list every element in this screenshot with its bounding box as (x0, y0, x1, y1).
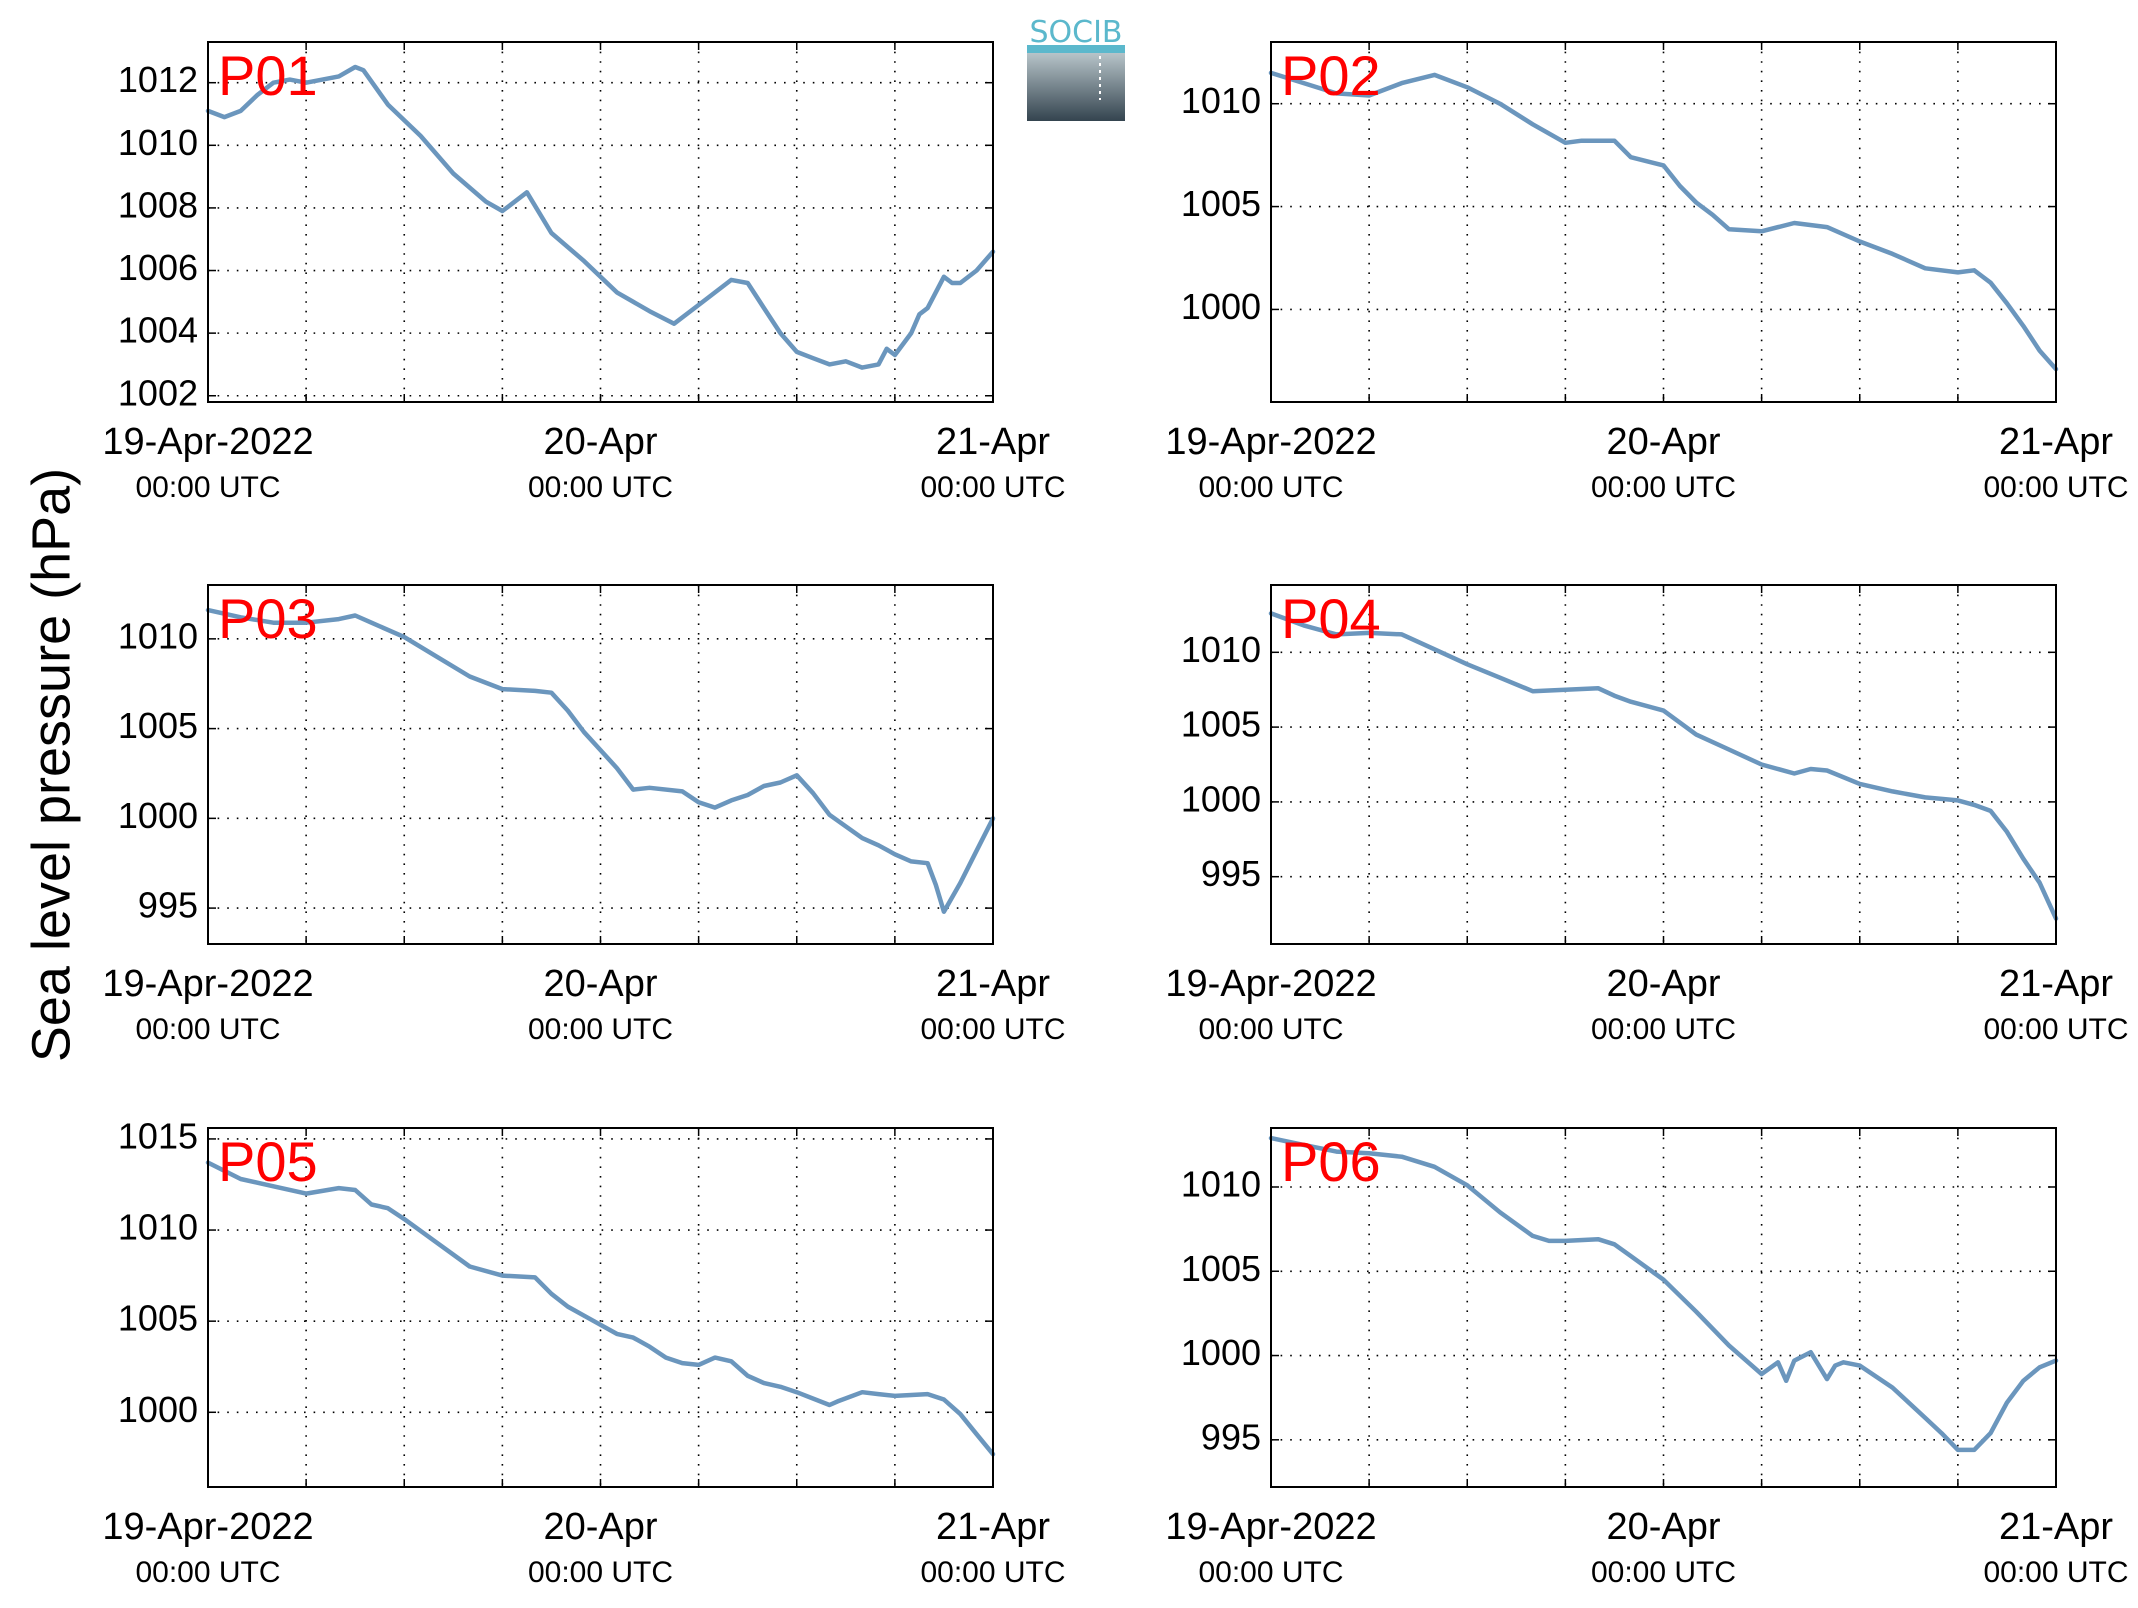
panel-label: P02 (1281, 44, 1381, 107)
x-tick-sublabel: 00:00 UTC (135, 1013, 280, 1046)
y-tick-label: 995 (1201, 1416, 1261, 1457)
panel-label: P03 (218, 587, 318, 650)
y-tick-label: 1010 (1181, 80, 1261, 121)
y-tick-label: 1000 (1181, 286, 1261, 327)
x-tick-sublabel: 00:00 UTC (528, 1013, 673, 1046)
x-tick-label: 20-Apr (1606, 421, 1720, 463)
y-tick-label: 1000 (1181, 778, 1261, 819)
panel-p06: 995 1000 1005 1010 19-Apr-2022 00:00 UTC 20-Ap… (1165, 1127, 2129, 1589)
y-tick-label: 1010 (118, 615, 198, 656)
y-tick-label: 1015 (118, 1115, 198, 1156)
x-tick-label: 19-Apr-2022 (102, 421, 313, 463)
y-tick-label: 995 (138, 885, 198, 926)
x-tick-sublabel: 00:00 UTC (528, 471, 673, 504)
x-tick-sublabel: 00:00 UTC (135, 1556, 280, 1589)
x-tick-label: 21-Apr (1999, 421, 2113, 463)
axes-frame (1270, 1127, 2057, 1488)
series-line-p05 (205, 1160, 996, 1457)
panel-p03: 995 1000 1005 1010 19-Apr-2022 00:00 UTC 20-Ap… (102, 584, 1066, 1046)
panel-p05: 1000 1005 1010 1015 19-Apr-2022 00:00 UTC 20-A… (102, 1115, 1065, 1589)
panel-p02: 1000 1005 1010 19-Apr-2022 00:00 UTC 20-Apr 00… (1165, 41, 2129, 504)
x-tick-label: 21-Apr (1999, 1506, 2113, 1548)
y-tick-label: 1005 (1181, 183, 1261, 224)
series-line-p04 (1268, 611, 2059, 921)
x-tick-label: 20-Apr (1606, 963, 1720, 1005)
x-tick-sublabel: 00:00 UTC (528, 1556, 673, 1589)
x-tick-label: 20-Apr (543, 963, 657, 1005)
x-tick-label: 19-Apr-2022 (102, 963, 313, 1005)
x-tick-sublabel: 00:00 UTC (135, 471, 280, 504)
y-axis-label: Sea level pressure (hPa) (21, 468, 81, 1062)
x-tick-label: 20-Apr (1606, 1506, 1720, 1548)
x-tick-sublabel: 00:00 UTC (1591, 1013, 1736, 1046)
x-tick-label: 19-Apr-2022 (1165, 963, 1376, 1005)
x-tick-sublabel: 00:00 UTC (1591, 471, 1736, 504)
y-tick-label: 1000 (118, 795, 198, 836)
logo-gradient-block (1027, 53, 1125, 121)
series-line-p01 (205, 64, 996, 370)
axes-frame (207, 1127, 994, 1488)
x-tick-label: 20-Apr (543, 421, 657, 463)
panel-label: P05 (218, 1130, 318, 1193)
panel-label: P06 (1281, 1130, 1381, 1193)
x-tick-label: 20-Apr (543, 1506, 657, 1548)
y-tick-label: 1005 (1181, 704, 1261, 745)
x-tick-label: 21-Apr (1999, 963, 2113, 1005)
axes-frame (207, 584, 994, 945)
y-tick-label: 1000 (1181, 1332, 1261, 1373)
axes-frame (1270, 41, 2057, 403)
socib-logo: SOCIB (1027, 15, 1125, 121)
x-tick-sublabel: 00:00 UTC (920, 1556, 1065, 1589)
y-tick-label: 1010 (1181, 1164, 1261, 1205)
y-tick-label: 1006 (118, 247, 198, 288)
y-tick-label: 995 (1201, 853, 1261, 894)
series-line-p02 (1268, 70, 2059, 372)
x-tick-sublabel: 00:00 UTC (1983, 1013, 2128, 1046)
x-tick-sublabel: 00:00 UTC (1198, 1013, 1343, 1046)
y-tick-label: 1010 (1181, 629, 1261, 670)
panel-label: P01 (218, 44, 318, 107)
y-tick-label: 1012 (118, 59, 198, 100)
panel-p04: 995 1000 1005 1010 19-Apr-2022 00:00 UTC 20-Ap… (1165, 584, 2129, 1046)
x-tick-sublabel: 00:00 UTC (1983, 1556, 2128, 1589)
x-tick-label: 19-Apr-2022 (1165, 1506, 1376, 1548)
y-tick-label: 1004 (118, 310, 198, 351)
y-tick-label: 1005 (118, 1298, 198, 1339)
series-line-p03 (205, 607, 996, 914)
x-tick-sublabel: 00:00 UTC (920, 1013, 1065, 1046)
x-tick-label: 19-Apr-2022 (1165, 421, 1376, 463)
y-tick-label: 1000 (118, 1389, 198, 1430)
x-tick-sublabel: 00:00 UTC (1198, 1556, 1343, 1589)
panel-label: P04 (1281, 587, 1381, 650)
series-line-p06 (1268, 1135, 2059, 1453)
x-tick-label: 21-Apr (936, 963, 1050, 1005)
logo-text: SOCIB (1029, 15, 1122, 50)
x-tick-sublabel: 00:00 UTC (1983, 471, 2128, 504)
y-tick-label: 1005 (118, 705, 198, 746)
y-tick-label: 1010 (118, 1207, 198, 1248)
x-tick-sublabel: 00:00 UTC (1198, 471, 1343, 504)
x-tick-sublabel: 00:00 UTC (1591, 1556, 1736, 1589)
axes-frame (1270, 584, 2057, 945)
x-tick-label: 21-Apr (936, 1506, 1050, 1548)
y-tick-label: 1008 (118, 184, 198, 225)
y-tick-label: 1002 (118, 372, 198, 413)
logo-water-top (1027, 45, 1125, 53)
axes-frame (207, 41, 994, 403)
x-tick-label: 19-Apr-2022 (102, 1506, 313, 1548)
y-tick-label: 1005 (1181, 1248, 1261, 1289)
x-tick-label: 21-Apr (936, 421, 1050, 463)
x-tick-sublabel: 00:00 UTC (920, 471, 1065, 504)
y-tick-label: 1010 (118, 122, 198, 163)
panel-p01: 1002 1004 1006 1008 1010 1012 19-Apr-2022 00:00… (102, 41, 1066, 504)
